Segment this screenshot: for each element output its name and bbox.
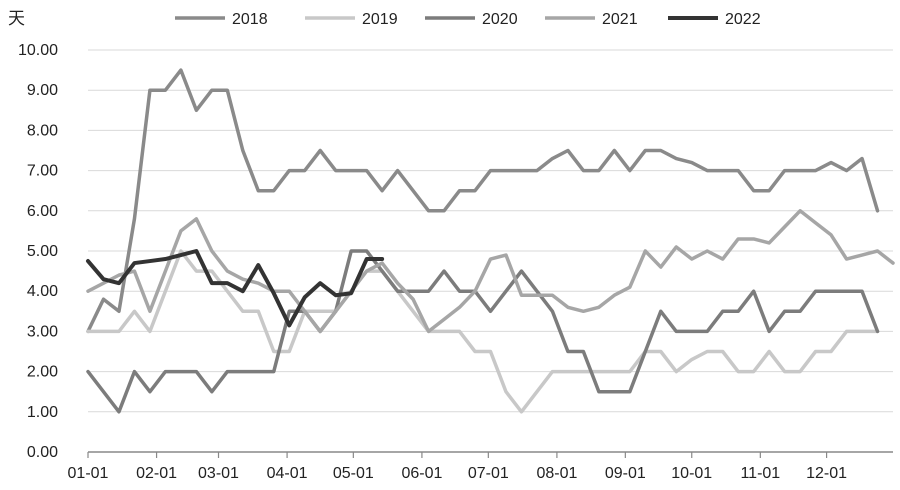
y-tick-label: 3.00 — [27, 323, 58, 340]
legend-label-2019: 2019 — [362, 11, 398, 28]
x-tick-label: 05-01 — [333, 465, 374, 482]
x-tick-label: 11-01 — [740, 465, 780, 482]
series-line-2019 — [86, 249, 880, 414]
x-tick-label: 03-01 — [198, 465, 239, 482]
legend: 2018 2019 2020 2021 2022 — [175, 11, 761, 28]
y-tick-label: 0.00 — [27, 444, 58, 461]
legend-label-2022: 2022 — [725, 11, 761, 28]
x-tick-label: 07-01 — [468, 465, 509, 482]
y-tick-label: 9.00 — [27, 82, 58, 99]
axes: 0.00 1.00 2.00 3.00 4.00 5.00 6.00 7.00 8.00 9.00… — [18, 42, 893, 482]
series-line-2021 — [86, 209, 895, 334]
legend-label-2021: 2021 — [602, 11, 638, 28]
series-line-2020 — [86, 249, 880, 414]
x-tick-label: 06-01 — [401, 465, 442, 482]
x-tick-label: 09-01 — [605, 465, 646, 482]
series-lines — [86, 68, 895, 414]
x-tick-label: 01-01 — [68, 465, 109, 482]
series-line-2022 — [86, 249, 385, 328]
y-tick-label: 1.00 — [27, 404, 58, 421]
y-tick-label: 8.00 — [27, 122, 58, 139]
y-tick-label: 5.00 — [27, 243, 58, 260]
x-tick-label: 12-01 — [806, 465, 847, 482]
x-tick-label: 02-01 — [136, 465, 177, 482]
legend-label-2018: 2018 — [232, 11, 268, 28]
y-tick-label: 2.00 — [27, 364, 58, 381]
series-line-2018 — [86, 68, 880, 334]
y-tick-label: 10.00 — [18, 42, 58, 59]
x-tick-label: 10-01 — [671, 465, 712, 482]
legend-label-2020: 2020 — [482, 11, 518, 28]
y-unit-label: 天 — [8, 9, 25, 29]
gridlines — [88, 49, 893, 413]
y-tick-label: 6.00 — [27, 203, 58, 220]
y-tick-label: 7.00 — [27, 163, 58, 180]
x-tick-label: 08-01 — [536, 465, 577, 482]
y-tick-label: 4.00 — [27, 283, 58, 300]
x-tick-label: 04-01 — [267, 465, 308, 482]
